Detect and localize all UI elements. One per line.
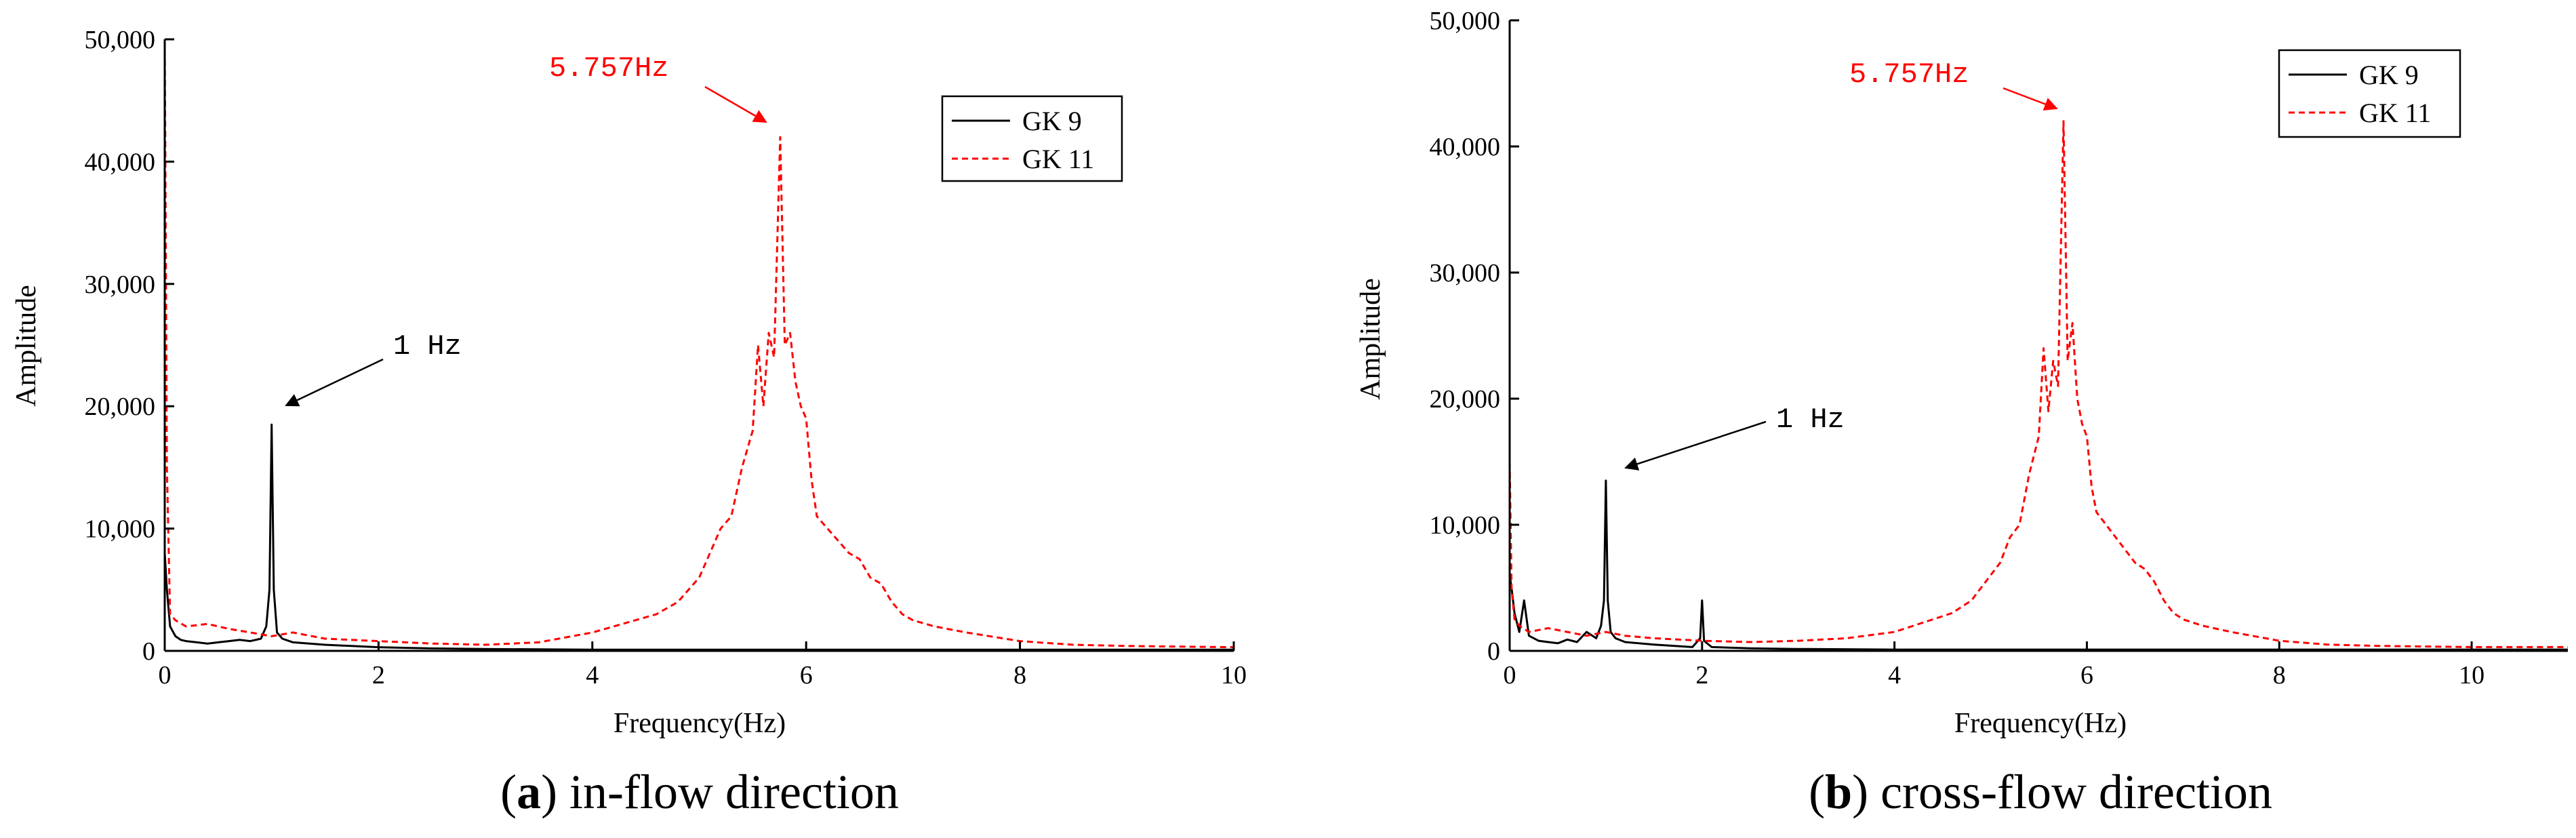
legend-label-gk11: GK 11 [2359,98,2431,128]
x-tick-label: 4 [586,661,599,690]
y-tick-label: 50,000 [85,26,156,54]
chart-panel-a: 0 2 4 6 8 10 0 10,000 20,000 30,000 40,000 50,000 F… [11,26,1247,819]
y-tick-label: 10,000 [1430,511,1501,540]
series-gk11 [163,39,1234,649]
series-layer [1508,120,2568,651]
x-tick-label: 2 [372,661,385,690]
annotation-label: 1 Hz [1776,403,1845,436]
y-tick-label: 20,000 [1430,385,1501,414]
annotation-arrow [285,358,384,407]
caption-text: in-flow direction [557,765,899,819]
annotation-label: 1 Hz [393,330,462,363]
legend-label-gk9: GK 9 [1022,106,1082,136]
y-tick-label: 40,000 [85,148,156,176]
x-tick-label: 0 [1504,661,1516,690]
y-tick-label: 40,000 [1430,133,1501,161]
x-tick-label: 10 [1221,661,1247,690]
x-tick-label: 4 [1888,661,1901,690]
y-tick-label: 10,000 [85,515,156,544]
legend: GK 9 GK 11 [2278,49,2461,138]
caption-b: (b) cross-flow direction [1809,765,2272,819]
x-tick-label: 10 [2459,661,2484,690]
caption-a: (a) in-flow direction [500,765,899,819]
series-gk11 [1508,120,2568,648]
annotation-arrow [704,85,767,123]
x-tick-label: 2 [1695,661,1708,690]
caption-text: cross-flow direction [1868,765,2272,819]
x-axis-title: Frequency(Hz) [613,708,786,739]
x-tick-label: 6 [2080,661,2093,690]
caption-letter: b [1825,765,1852,819]
caption-letter: a [517,765,541,819]
y-tick-label: 50,000 [1430,7,1501,35]
axes-layer [1508,20,2568,652]
legend-box [2278,49,2461,138]
legend-label-gk11: GK 11 [1022,144,1094,174]
y-axis-title: Amplitude [11,285,42,407]
ticks-layer: 0 2 4 6 8 10 0 10,000 20,000 30,000 40,000 50,000 [85,26,1247,690]
y-tick-label: 0 [142,637,155,666]
legend-label-gk9: GK 9 [2359,60,2419,90]
chart-panel-b: 0 2 4 6 8 10 0 10,000 20,000 30,000 40,000 50,000 F… [1355,7,2568,819]
annotation-layer: 5.757Hz 1 Hz [1624,58,2058,471]
annotation-layer: 5.757Hz 1 Hz [285,52,767,407]
series-gk9 [163,423,1234,651]
annotation-label: 5.757Hz [1849,58,1969,91]
series-layer [163,39,1234,651]
y-tick-label: 0 [1487,637,1500,666]
y-tick-label: 20,000 [85,393,156,421]
x-axis-title: Frequency(Hz) [1954,708,2127,739]
x-tick-label: 6 [800,661,813,690]
x-tick-label: 8 [1013,661,1026,690]
y-axis-title: Amplitude [1355,278,1386,400]
annotation-label: 5.757Hz [549,52,668,85]
legend-box [941,95,1123,182]
annotation-arrow [1624,420,1767,471]
legend: GK 9 GK 11 [941,95,1123,182]
series-gk9 [1508,479,2568,651]
x-tick-label: 8 [2273,661,2286,690]
annotation-arrow [2003,87,2058,111]
y-tick-label: 30,000 [1430,259,1501,287]
x-tick-label: 0 [159,661,172,690]
ticks-layer: 0 2 4 6 8 10 0 10,000 20,000 30,000 40,000 50,000 [1430,7,2485,690]
axes-layer [163,39,1234,652]
y-tick-label: 30,000 [85,271,156,299]
